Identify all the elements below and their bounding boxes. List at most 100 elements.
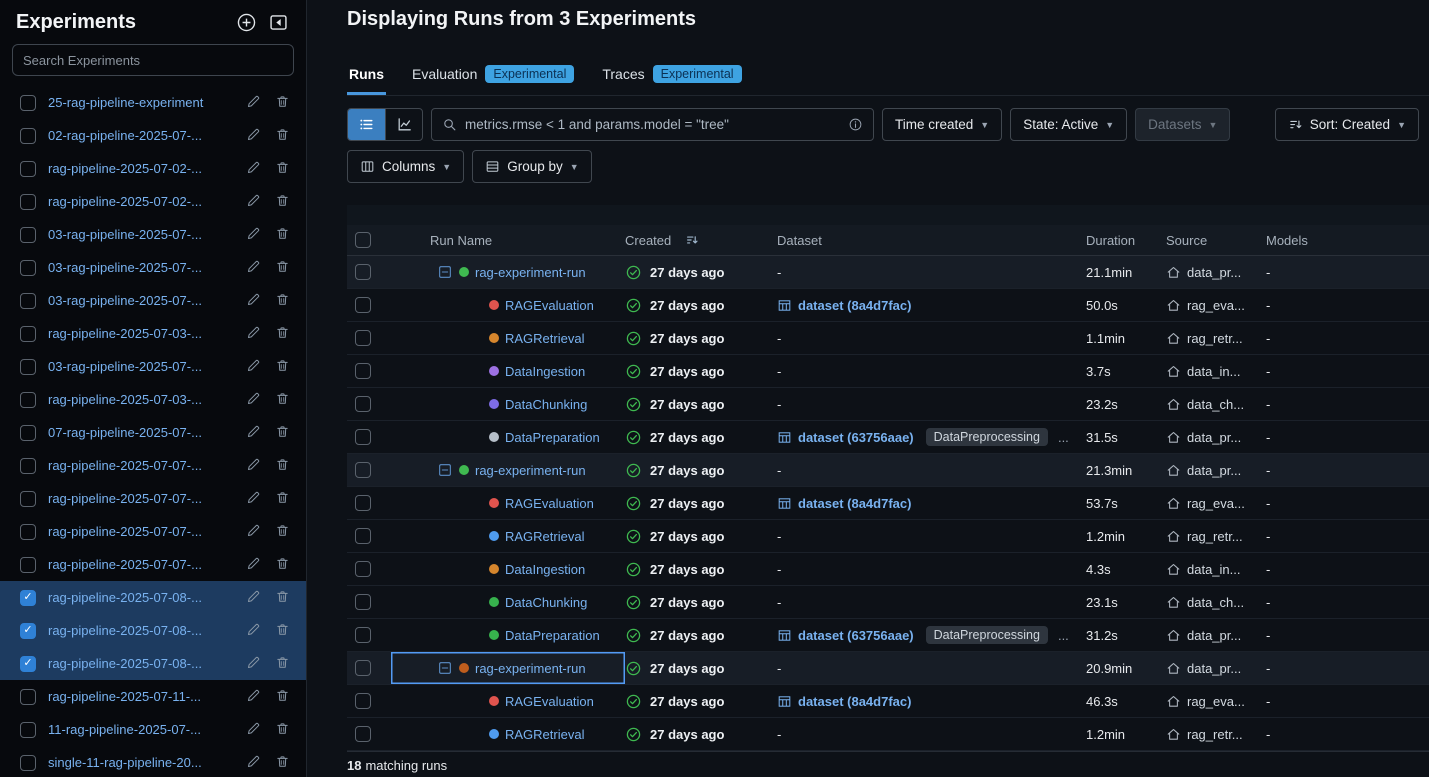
experiment-checkbox[interactable]: [20, 589, 36, 606]
row-checkbox[interactable]: [355, 627, 371, 643]
edit-experiment-icon[interactable]: [246, 556, 263, 573]
edit-experiment-icon[interactable]: [246, 292, 263, 309]
delete-experiment-icon[interactable]: [275, 127, 292, 144]
edit-experiment-icon[interactable]: [246, 259, 263, 276]
table-row[interactable]: DataPreparation 27 days ago dataset (637…: [347, 619, 1429, 652]
experiment-list-item[interactable]: 02-rag-pipeline-2025-07-...: [0, 119, 306, 152]
experiment-list-item[interactable]: rag-pipeline-2025-07-08-...: [0, 581, 306, 614]
list-view-button[interactable]: [348, 109, 385, 140]
run-name-link[interactable]: rag-experiment-run: [475, 660, 586, 676]
table-row[interactable]: DataPreparation 27 days ago dataset (637…: [347, 421, 1429, 454]
experiment-name-link[interactable]: rag-pipeline-2025-07-03-...: [48, 392, 202, 407]
column-header-run-name[interactable]: Run Name: [430, 232, 493, 248]
experiment-list-item[interactable]: 03-rag-pipeline-2025-07-...: [0, 218, 306, 251]
collapse-group-icon[interactable]: [437, 462, 453, 478]
row-checkbox[interactable]: [355, 462, 371, 478]
run-name-link[interactable]: DataChunking: [505, 594, 588, 610]
experiment-name-link[interactable]: rag-pipeline-2025-07-07-...: [48, 557, 202, 572]
edit-experiment-icon[interactable]: [246, 754, 263, 771]
table-row[interactable]: RAGEvaluation 27 days ago dataset (8a4d7…: [347, 289, 1429, 322]
column-header-created[interactable]: Created: [625, 232, 672, 248]
collapse-group-icon[interactable]: [437, 660, 453, 676]
edit-experiment-icon[interactable]: [246, 391, 263, 408]
experiment-name-link[interactable]: rag-pipeline-2025-07-08-...: [48, 590, 202, 605]
row-checkbox[interactable]: [355, 363, 371, 379]
experiment-checkbox[interactable]: [20, 391, 36, 408]
experiment-list-item[interactable]: rag-pipeline-2025-07-11-...: [0, 680, 306, 713]
row-checkbox[interactable]: [355, 330, 371, 346]
source-label[interactable]: rag_eva...: [1187, 495, 1245, 511]
run-name-link[interactable]: RAGRetrieval: [505, 726, 585, 742]
experiment-checkbox[interactable]: [20, 193, 36, 210]
experiment-checkbox[interactable]: [20, 259, 36, 276]
experiment-checkbox[interactable]: [20, 556, 36, 573]
experiment-list-item[interactable]: 03-rag-pipeline-2025-07-...: [0, 284, 306, 317]
edit-experiment-icon[interactable]: [246, 94, 263, 111]
dataset-link[interactable]: dataset (8a4d7fac): [798, 693, 912, 709]
edit-experiment-icon[interactable]: [246, 589, 263, 606]
experiment-name-link[interactable]: 03-rag-pipeline-2025-07-...: [48, 359, 202, 374]
run-name-link[interactable]: RAGEvaluation: [505, 495, 594, 511]
datasets-filter[interactable]: Datasets ▼: [1135, 108, 1231, 141]
experiment-name-link[interactable]: rag-pipeline-2025-07-07-...: [48, 491, 202, 506]
column-header-models[interactable]: Models: [1266, 232, 1308, 248]
table-row[interactable]: RAGRetrieval 27 days ago - 1.1min rag_re…: [347, 322, 1429, 355]
edit-experiment-icon[interactable]: [246, 160, 263, 177]
tab[interactable]: Traces Experimental: [600, 65, 743, 95]
tab[interactable]: Evaluation Experimental: [410, 65, 576, 95]
experiment-checkbox[interactable]: [20, 655, 36, 672]
table-row[interactable]: rag-experiment-run 27 days ago - 21.3min…: [347, 454, 1429, 487]
experiment-name-link[interactable]: single-11-rag-pipeline-20...: [48, 755, 202, 770]
experiment-checkbox[interactable]: [20, 292, 36, 309]
experiment-list-item[interactable]: rag-pipeline-2025-07-02-...: [0, 185, 306, 218]
experiment-name-link[interactable]: 11-rag-pipeline-2025-07-...: [48, 722, 201, 737]
edit-experiment-icon[interactable]: [246, 721, 263, 738]
row-checkbox[interactable]: [355, 528, 371, 544]
run-name-link[interactable]: DataPreparation: [505, 429, 600, 445]
row-checkbox[interactable]: [355, 726, 371, 742]
source-label[interactable]: data_pr...: [1187, 264, 1242, 280]
source-label[interactable]: data_pr...: [1187, 627, 1242, 643]
source-label[interactable]: rag_retr...: [1187, 726, 1243, 742]
run-name-link[interactable]: DataChunking: [505, 396, 588, 412]
experiment-name-link[interactable]: 03-rag-pipeline-2025-07-...: [48, 227, 202, 242]
table-row[interactable]: RAGEvaluation 27 days ago dataset (8a4d7…: [347, 685, 1429, 718]
experiment-name-link[interactable]: rag-pipeline-2025-07-11-...: [48, 689, 201, 704]
edit-experiment-icon[interactable]: [246, 358, 263, 375]
state-filter[interactable]: State: Active ▼: [1010, 108, 1128, 141]
row-checkbox[interactable]: [355, 264, 371, 280]
delete-experiment-icon[interactable]: [275, 490, 292, 507]
experiment-checkbox[interactable]: [20, 754, 36, 771]
delete-experiment-icon[interactable]: [275, 325, 292, 342]
row-checkbox[interactable]: [355, 660, 371, 676]
chart-view-button[interactable]: [385, 109, 422, 140]
column-header-source[interactable]: Source: [1166, 232, 1208, 248]
run-name-link[interactable]: DataPreparation: [505, 627, 600, 643]
column-header-duration[interactable]: Duration: [1086, 232, 1136, 248]
row-checkbox[interactable]: [355, 561, 371, 577]
run-name-link[interactable]: RAGRetrieval: [505, 330, 585, 346]
source-label[interactable]: data_in...: [1187, 561, 1241, 577]
experiment-checkbox[interactable]: [20, 94, 36, 111]
experiment-list-item[interactable]: 03-rag-pipeline-2025-07-...: [0, 251, 306, 284]
experiment-list-item[interactable]: rag-pipeline-2025-07-08-...: [0, 647, 306, 680]
delete-experiment-icon[interactable]: [275, 94, 292, 111]
source-label[interactable]: data_ch...: [1187, 594, 1245, 610]
delete-experiment-icon[interactable]: [275, 457, 292, 474]
edit-experiment-icon[interactable]: [246, 193, 263, 210]
tab[interactable]: Runs: [347, 65, 386, 95]
run-name-link[interactable]: rag-experiment-run: [475, 462, 586, 478]
experiment-name-link[interactable]: rag-pipeline-2025-07-08-...: [48, 623, 202, 638]
edit-experiment-icon[interactable]: [246, 325, 263, 342]
delete-experiment-icon[interactable]: [275, 424, 292, 441]
experiment-list-item[interactable]: rag-pipeline-2025-07-03-...: [0, 383, 306, 416]
run-name-link[interactable]: RAGEvaluation: [505, 297, 594, 313]
edit-experiment-icon[interactable]: [246, 457, 263, 474]
source-label[interactable]: data_in...: [1187, 363, 1241, 379]
row-checkbox[interactable]: [355, 693, 371, 709]
source-label[interactable]: rag_eva...: [1187, 693, 1245, 709]
create-experiment-icon[interactable]: [234, 10, 258, 34]
source-label[interactable]: rag_retr...: [1187, 330, 1243, 346]
experiment-list-item[interactable]: rag-pipeline-2025-07-07-...: [0, 449, 306, 482]
experiment-checkbox[interactable]: [20, 721, 36, 738]
